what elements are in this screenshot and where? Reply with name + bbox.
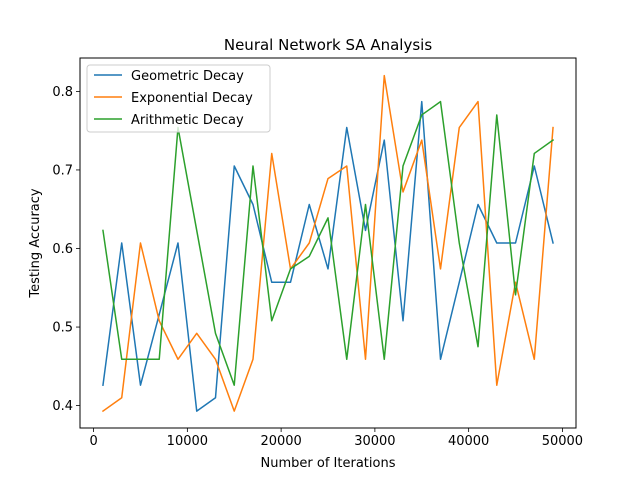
y-axis-label: Testing Accuracy xyxy=(28,188,43,298)
legend-label: Exponential Decay xyxy=(131,91,253,106)
y-tick-label: 0.4 xyxy=(52,399,73,414)
x-axis-label: Number of Iterations xyxy=(261,456,396,471)
legend-label: Arithmetic Decay xyxy=(131,113,244,128)
x-tick-label: 10000 xyxy=(167,434,208,449)
x-tick-label: 40000 xyxy=(448,434,489,449)
y-tick-label: 0.6 xyxy=(52,242,73,257)
y-axis-ticks: 0.4 0.5 0.6 0.7 0.8 xyxy=(52,85,80,414)
y-tick-label: 0.8 xyxy=(52,85,73,100)
x-axis-ticks: 0 10000 20000 30000 40000 50000 xyxy=(89,428,583,449)
y-tick-label: 0.7 xyxy=(52,163,73,178)
series-line-exponential-decay xyxy=(101,74,554,413)
legend: Geometric Decay Exponential Decay Arithmet… xyxy=(86,64,271,133)
y-tick-label: 0.5 xyxy=(52,321,73,336)
x-tick-label: 50000 xyxy=(542,434,583,449)
legend-label: Geometric Decay xyxy=(131,69,244,84)
legend-box xyxy=(86,64,271,133)
x-tick-label: 20000 xyxy=(260,434,301,449)
x-tick-label: 30000 xyxy=(354,434,395,449)
chart-title: Neural Network SA Analysis xyxy=(224,36,432,54)
plot-frame xyxy=(79,57,577,429)
x-tick-label: 0 xyxy=(89,434,97,449)
series-line-geometric-decay xyxy=(102,100,554,412)
